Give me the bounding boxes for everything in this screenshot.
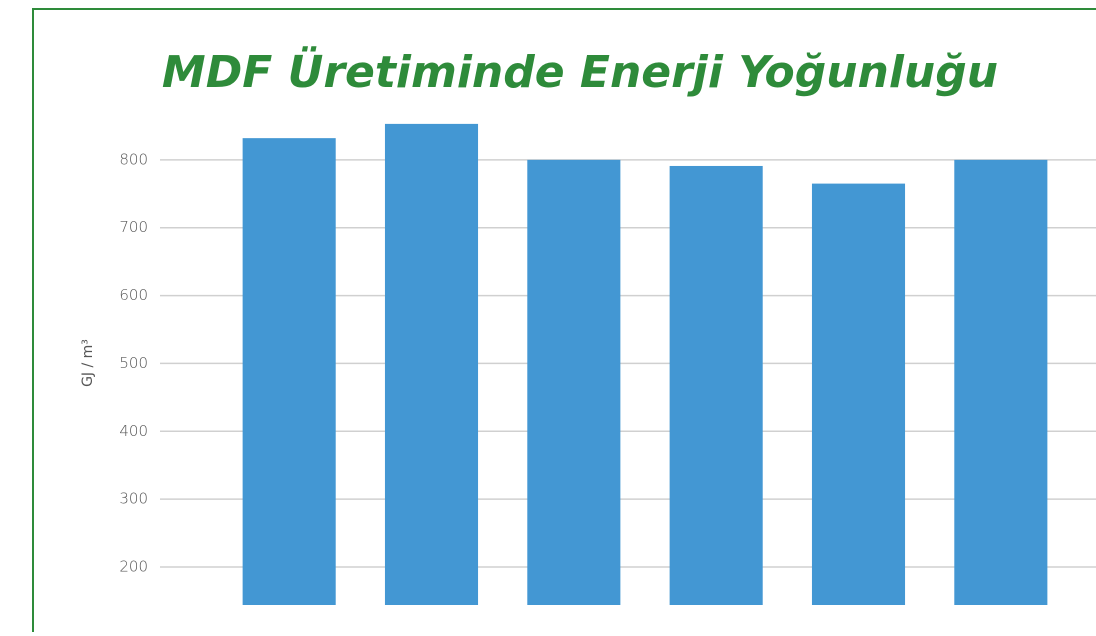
bar xyxy=(811,183,906,605)
bar xyxy=(954,159,1048,605)
y-tick-label: 300 xyxy=(119,490,148,508)
bar xyxy=(384,123,479,606)
chart-title: MDF Üretiminde Enerji Yoğunluğu xyxy=(162,45,998,98)
y-tick-label: 500 xyxy=(119,354,148,372)
y-tick-label: 700 xyxy=(119,218,148,236)
bar xyxy=(242,138,336,605)
y-axis-label: GJ / m³ xyxy=(80,339,96,387)
bar xyxy=(527,159,621,605)
bar xyxy=(669,165,763,605)
frame xyxy=(32,8,1096,632)
y-tick-label: 400 xyxy=(119,422,148,440)
y-tick-label: 600 xyxy=(119,286,148,304)
y-tick-label: 200 xyxy=(119,558,148,576)
y-tick-label: 800 xyxy=(119,150,148,168)
